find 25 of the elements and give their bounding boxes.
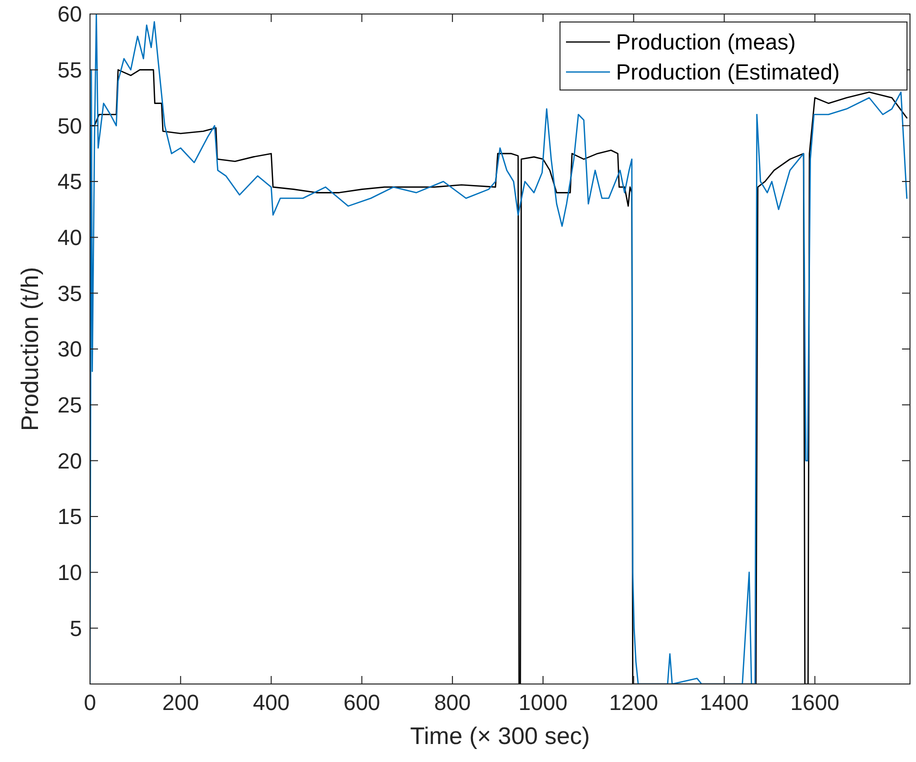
y-tick-label: 10 (58, 560, 82, 586)
legend-label: Production (meas) (616, 30, 796, 55)
x-axis-title: Time (× 300 sec) (410, 723, 590, 750)
x-tick-label: 800 (434, 690, 471, 715)
y-tick-label: 15 (58, 504, 82, 530)
y-axis-title: Production (t/h) (17, 266, 44, 432)
y-tick-label: 30 (58, 336, 82, 362)
y-tick-label: 55 (58, 58, 82, 83)
x-tick-label: 1600 (790, 690, 840, 715)
y-tick-label: 25 (58, 392, 82, 418)
y-tick-label: 40 (58, 225, 82, 250)
y-tick-label: 35 (58, 280, 82, 306)
x-tick-label: 1400 (700, 690, 749, 715)
x-tick-label: 200 (162, 690, 199, 715)
x-tick-label: 400 (252, 690, 290, 715)
x-tick-label: 1200 (609, 690, 658, 715)
y-tick-label: 20 (58, 448, 82, 474)
x-tick-label: 0 (84, 690, 96, 715)
y-tick-label: 5 (70, 616, 82, 641)
y-tick-label: 45 (58, 169, 82, 194)
y-tick-label: 60 (58, 2, 82, 27)
legend-label: Production (Estimated) (616, 60, 840, 85)
y-tick-label: 50 (58, 113, 82, 138)
x-tick-label: 1000 (518, 690, 568, 715)
x-tick-label: 600 (343, 690, 380, 715)
